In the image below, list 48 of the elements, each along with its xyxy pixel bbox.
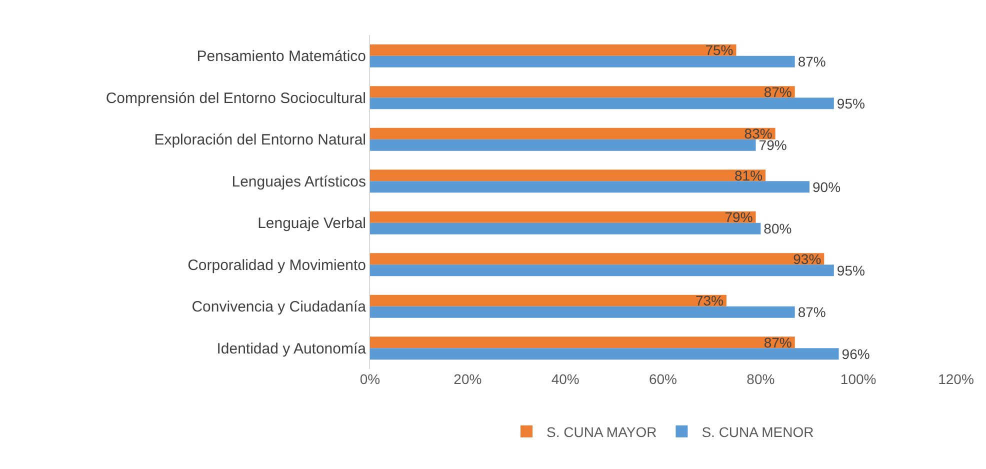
data-label: 95% — [836, 95, 865, 112]
bar — [370, 294, 726, 306]
x-tick-label: 100% — [840, 371, 876, 387]
y-tick-label: Comprensión del Entorno Sociocultural — [106, 90, 366, 107]
bar — [370, 86, 795, 98]
data-label: 87% — [798, 54, 826, 70]
data-label: 79% — [758, 137, 787, 154]
data-label: 95% — [836, 262, 865, 278]
data-label: 87% — [764, 334, 792, 350]
legend-label: S. CUNA MENOR — [702, 424, 814, 440]
y-tick-label: Lenguaje Verbal — [258, 215, 366, 232]
bar — [370, 222, 761, 234]
bar — [370, 44, 736, 56]
bar — [370, 98, 834, 110]
bar — [370, 181, 810, 193]
data-label: 79% — [724, 209, 753, 226]
data-label: 75% — [705, 42, 734, 58]
y-tick-label: Identidad y Autonomía — [216, 340, 367, 358]
bar — [370, 253, 824, 265]
data-label: 90% — [812, 178, 841, 195]
bar — [370, 264, 834, 276]
data-label: 80% — [764, 220, 792, 237]
y-tick-label: Corporalidad y Movimiento — [188, 256, 366, 274]
bar — [370, 306, 795, 318]
data-label: 93% — [793, 250, 822, 267]
data-label: 73% — [695, 292, 724, 309]
bar — [370, 56, 795, 68]
y-tick-label: Exploración del Entorno Natural — [154, 132, 366, 149]
data-label: 87% — [764, 84, 792, 100]
x-tick-label: 60% — [648, 371, 678, 387]
bar — [370, 336, 795, 348]
legend-label: S. CUNA MAYOR — [546, 424, 657, 440]
x-tick-label: 80% — [746, 371, 775, 387]
bar — [370, 348, 839, 360]
x-tick-label: 40% — [551, 371, 580, 387]
data-label: 81% — [734, 167, 763, 184]
data-label: 96% — [842, 346, 870, 362]
data-label: 87% — [798, 304, 826, 320]
bar — [370, 170, 766, 182]
x-tick-label: 0% — [360, 371, 380, 387]
x-tick-label: 20% — [454, 371, 482, 387]
bar — [370, 139, 756, 151]
y-tick-label: Lenguajes Artísticos — [232, 173, 366, 190]
x-tick-label: 120% — [938, 371, 974, 387]
y-tick-label: Pensamiento Matemático — [196, 48, 366, 66]
bar — [370, 128, 776, 140]
bar — [370, 211, 756, 223]
y-tick-label: Convivencia y Ciudadanía — [192, 298, 367, 316]
